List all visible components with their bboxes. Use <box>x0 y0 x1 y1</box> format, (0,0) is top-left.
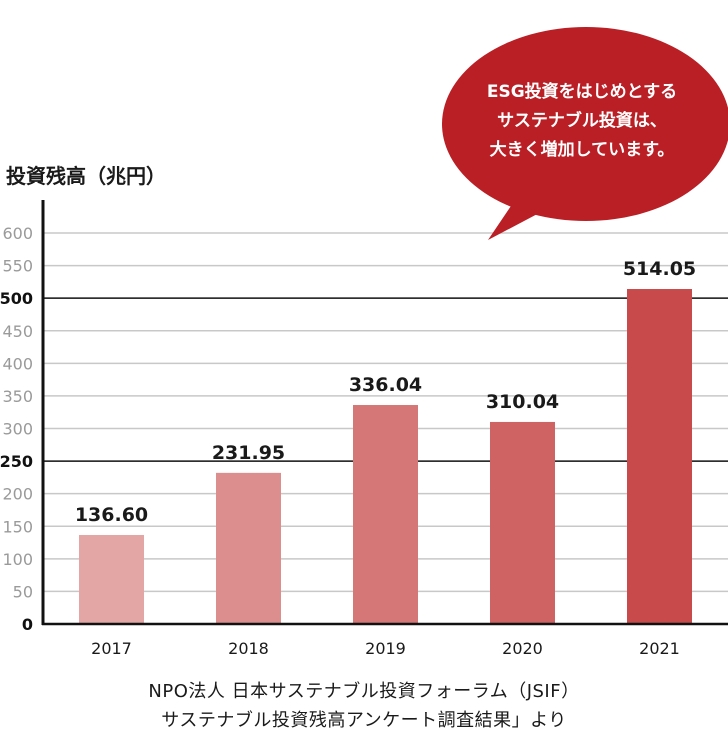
bar-2021 <box>627 289 692 624</box>
bars: 136.60 2017 231.95 2018 336.04 2019 310.04 2020… <box>75 258 696 658</box>
value-label-2017: 136.60 <box>75 504 148 526</box>
source-line-1: NPO法人 日本サステナブル投資フォーラム（JSIF） <box>148 681 580 702</box>
bar-2019 <box>353 405 418 624</box>
bar-2020 <box>490 421 555 624</box>
y-tick-label-250: 250 <box>0 452 33 471</box>
y-tick-label-50: 50 <box>13 582 33 601</box>
source-line-2: サステナブル投資残高アンケート調査結果」より <box>161 710 567 731</box>
value-label-2020: 310.04 <box>486 391 559 413</box>
bar-2018 <box>216 472 281 624</box>
value-label-2021: 514.05 <box>623 258 696 280</box>
bar-2017 <box>79 534 144 624</box>
y-tick-label-0: 0 <box>22 615 33 634</box>
y-axis-ticks: 0 50 100 150 200 250 300 350 400 450 500 550 600 <box>0 224 33 634</box>
x-tick-label-2017: 2017 <box>91 639 132 658</box>
y-tick-label-450: 450 <box>2 322 33 341</box>
x-tick-label-2018: 2018 <box>228 639 269 658</box>
value-label-2018: 231.95 <box>212 442 285 464</box>
y-tick-label-350: 350 <box>2 387 33 406</box>
callout-line-3: 大きく増加しています。 <box>489 140 675 160</box>
y-tick-label-200: 200 <box>2 485 33 504</box>
x-tick-label-2019: 2019 <box>365 639 406 658</box>
y-axis-label: 投資残高（兆円） <box>6 164 166 188</box>
y-tick-label-500: 500 <box>0 289 33 308</box>
callout-text: ESG投資をはじめとする サステナブル投資は、 大きく増加しています。 <box>452 78 712 165</box>
y-tick-label-400: 400 <box>2 354 33 373</box>
y-tick-label-300: 300 <box>2 420 33 439</box>
y-tick-label-100: 100 <box>2 550 33 569</box>
x-tick-label-2020: 2020 <box>502 639 543 658</box>
callout-line-2: サステナブル投資は、 <box>497 111 667 131</box>
callout-line-1: ESG投資をはじめとする <box>486 82 678 102</box>
callout <box>442 27 728 240</box>
y-tick-label-550: 550 <box>2 257 33 276</box>
value-label-2019: 336.04 <box>349 374 422 396</box>
y-tick-label-600: 600 <box>2 224 33 243</box>
y-tick-label-150: 150 <box>2 517 33 536</box>
x-tick-label-2021: 2021 <box>639 639 680 658</box>
axes <box>41 200 728 626</box>
callout-bubble <box>442 27 728 221</box>
